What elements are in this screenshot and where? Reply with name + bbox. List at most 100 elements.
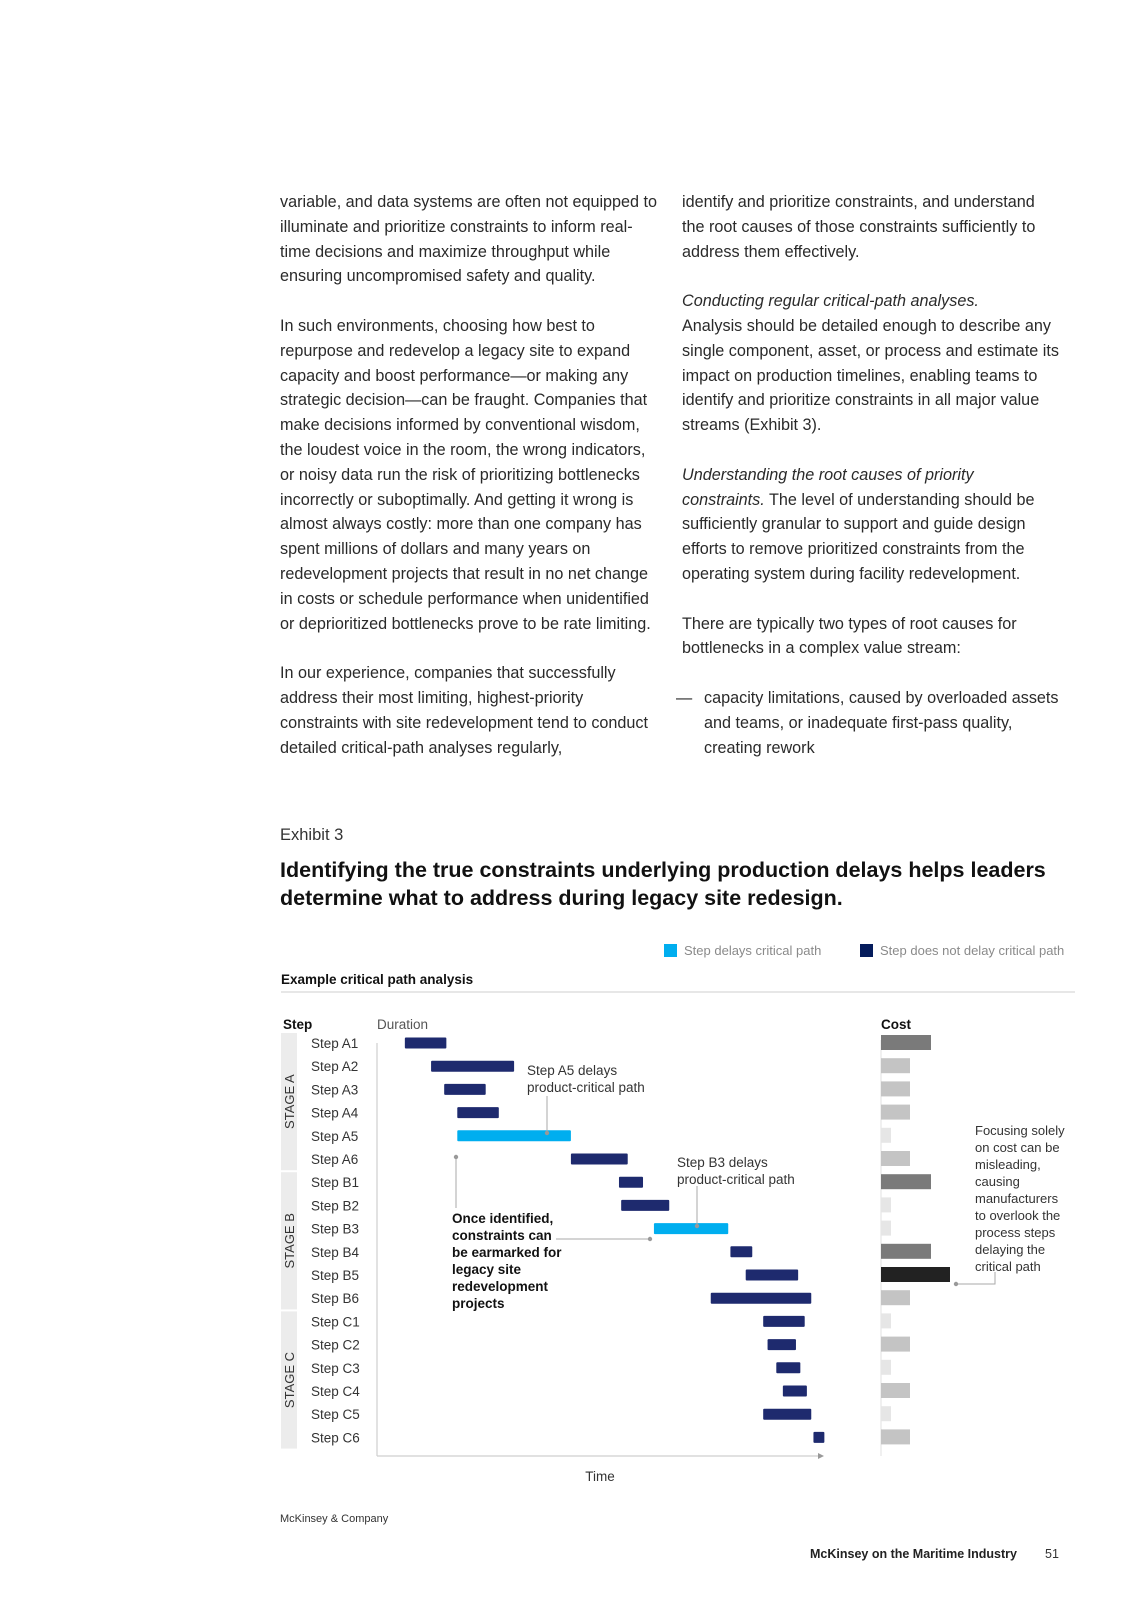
annotation-cost: causing [975, 1174, 1020, 1189]
cost-bar [881, 1081, 910, 1097]
cost-bar [881, 1197, 891, 1213]
annotation-b3: product-critical path [677, 1172, 795, 1187]
leader-dot [694, 1223, 700, 1229]
paragraph: identify and prioritize constraints, and… [682, 193, 1036, 261]
cost-bar [881, 1336, 910, 1352]
cost-bar [881, 1383, 910, 1398]
duration-bar [782, 1385, 807, 1397]
duration-header: Duration [377, 1017, 428, 1032]
step-label: Step B2 [311, 1198, 359, 1213]
section-lead-in: Understanding the root causes of priorit… [682, 465, 974, 509]
source-note: McKinsey & Company [280, 1513, 389, 1525]
section-lead-in: Conducting regular critical-path analyse… [682, 292, 979, 311]
annotation-cost: on cost can be [975, 1140, 1060, 1155]
step-label: Step A1 [311, 1036, 358, 1051]
duration-bar [621, 1199, 670, 1211]
duration-bar-critical [457, 1130, 571, 1142]
duration-bar [763, 1408, 812, 1420]
stage-band [281, 1311, 297, 1449]
chart-subtitle: Example critical path analysis [281, 972, 473, 987]
step-label: Step C3 [311, 1361, 360, 1376]
annotation-a5: product-critical path [527, 1080, 645, 1095]
step-label: Step B6 [311, 1291, 359, 1306]
paragraph-text: The level of understanding should be suf… [682, 490, 1035, 583]
step-label: Step A2 [311, 1059, 358, 1074]
annotation-cost: process steps [975, 1225, 1056, 1240]
duration-bar [745, 1269, 799, 1281]
legend-label: Step delays critical path [684, 943, 822, 958]
cost-bar [881, 1290, 910, 1306]
step-label: Step C2 [311, 1338, 360, 1353]
legend-swatch [664, 944, 677, 957]
cost-bar [881, 1406, 891, 1422]
bullet-item: — capacity limitations, caused by overlo… [676, 686, 1060, 760]
paragraph: Conducting regular critical-path analyse… [682, 289, 1060, 438]
stage-band [281, 1172, 297, 1310]
annotation-earmark: Once identified, [452, 1211, 553, 1226]
annotation-earmark: redevelopment [452, 1279, 549, 1294]
duration-bar [457, 1107, 499, 1119]
paragraph: variable, and data systems are often not… [280, 193, 658, 286]
annotation-cost: manufacturers [975, 1191, 1059, 1206]
duration-bar [767, 1339, 796, 1351]
annotation-cost: Focusing solely [975, 1123, 1065, 1138]
annotation-earmark: be earmarked for [452, 1245, 562, 1260]
stage-label: STAGE C [282, 1352, 297, 1408]
step-label: Step C4 [311, 1384, 360, 1399]
step-label: Step A3 [311, 1082, 358, 1097]
body-right-column: identify and prioritize constraints, and… [676, 190, 1060, 760]
annotation-earmark: projects [452, 1296, 505, 1311]
cost-bar [881, 1429, 910, 1445]
step-label: Step A4 [311, 1106, 359, 1121]
leader-line-cost [958, 1272, 996, 1285]
cost-bar [881, 1359, 891, 1375]
cost-bar [881, 1313, 891, 1329]
x-axis-label: Time [585, 1469, 615, 1484]
page-number: 51 [1045, 1547, 1059, 1561]
cost-bar [881, 1220, 891, 1236]
cost-bar [881, 1104, 910, 1120]
leader-dot [544, 1130, 550, 1136]
x-axis-arrow-icon [818, 1453, 824, 1459]
leader-dot [453, 1154, 459, 1160]
annotation-cost: critical path [975, 1259, 1041, 1274]
step-label: Step A5 [311, 1129, 358, 1144]
duration-bar [431, 1060, 515, 1072]
step-label: Step B5 [311, 1268, 359, 1283]
annotation-earmark: legacy site [452, 1262, 522, 1277]
duration-bar [618, 1176, 644, 1188]
cost-bar [881, 1174, 931, 1190]
cost-header: Cost [881, 1017, 912, 1032]
step-header: Step [283, 1017, 312, 1032]
annotation-earmark: constraints can [452, 1228, 552, 1243]
bullet-text: capacity limitations, caused by overload… [704, 688, 1059, 757]
duration-bar [776, 1362, 801, 1374]
stage-label: STAGE A [282, 1074, 297, 1129]
paragraph: There are typically two types of root ca… [682, 614, 1017, 658]
annotation-b3: Step B3 delays [677, 1155, 768, 1170]
leader-dot [953, 1281, 959, 1287]
step-label: Step B4 [311, 1245, 360, 1260]
legend-swatch [860, 944, 873, 957]
stage-label: STAGE B [282, 1213, 297, 1268]
cost-bar [881, 1035, 931, 1050]
cost-bar [881, 1058, 910, 1074]
cost-bar [881, 1127, 891, 1143]
duration-bar [404, 1037, 447, 1049]
step-label: Step B3 [311, 1222, 359, 1237]
duration-bar [813, 1431, 825, 1443]
legend-item-noncritical: Step does not delay critical path [860, 943, 1064, 958]
duration-bar [730, 1246, 753, 1258]
duration-bar [444, 1083, 486, 1095]
bullet-dash: — [676, 688, 693, 707]
exhibit-title: Identifying the true constraints underly… [280, 858, 1046, 910]
step-label: Step C6 [311, 1430, 360, 1445]
duration-bar [570, 1153, 628, 1165]
step-label: Step B1 [311, 1175, 359, 1190]
cost-bar [881, 1267, 950, 1282]
step-label: Step C5 [311, 1407, 360, 1422]
paragraph: Understanding the root causes of priorit… [682, 463, 1060, 587]
annotation-cost: misleading, [975, 1157, 1041, 1172]
step-label: Step C1 [311, 1314, 360, 1329]
